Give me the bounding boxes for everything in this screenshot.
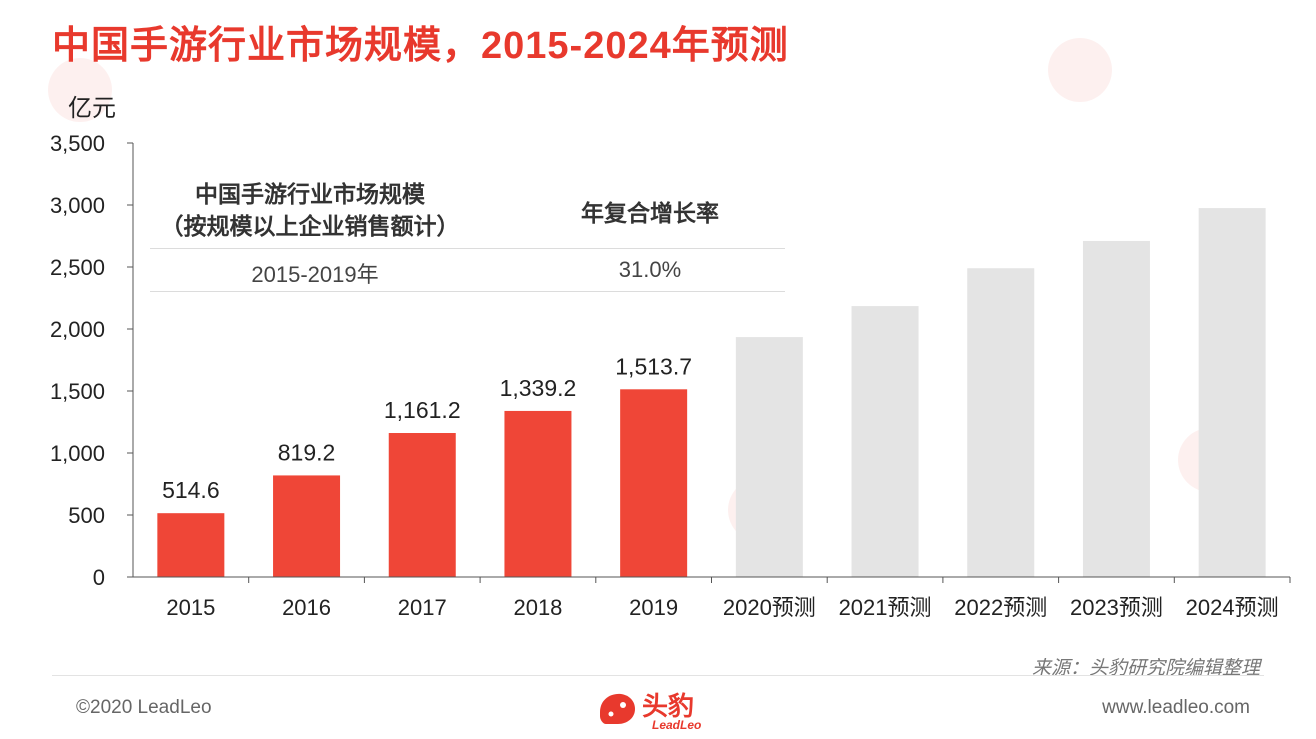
bar-2022预测	[967, 268, 1035, 577]
bar-2017	[388, 433, 456, 577]
cagr-divider	[150, 291, 785, 292]
x-tick-label: 2023预测	[1070, 595, 1163, 620]
y-tick-label: 500	[68, 503, 105, 528]
y-tick-label: 2,000	[50, 317, 105, 342]
x-tick-label: 2015	[166, 595, 215, 620]
bar-2016	[273, 475, 341, 577]
page-title: 中国手游行业市场规模，2015-2024年预测	[52, 25, 789, 67]
cagr-period: 2015-2019年	[251, 262, 379, 287]
y-tick-label: 3,500	[50, 131, 105, 156]
bar-2019	[620, 389, 688, 577]
bars: 514.6 819.2 1,161.2 1,339.2 1,513.7	[157, 208, 1266, 577]
x-tick-label: 2016	[282, 595, 331, 620]
cagr-header-rate: 年复合增长率	[581, 200, 719, 226]
footer-divider	[52, 675, 1264, 676]
data-label: 514.6	[162, 477, 220, 503]
bar-2023预测	[1082, 240, 1150, 577]
logo-text-cn: 头豹	[642, 691, 695, 721]
data-label: 1,513.7	[615, 353, 692, 379]
leadleo-logo: 头豹 LeadLeo	[596, 686, 726, 736]
x-tick-label: 2018	[513, 595, 562, 620]
bar-2024预测	[1198, 208, 1266, 577]
y-tick-label: 2,500	[50, 255, 105, 280]
x-tick-label: 2021预测	[839, 595, 932, 620]
bar-2018	[504, 410, 572, 577]
copyright: ©2020 LeadLeo	[76, 697, 212, 718]
y-axis: 0 500 1,000 1,500 2,000 2,500 3,000 3,500	[50, 131, 134, 590]
data-label: 1,339.2	[500, 375, 577, 401]
x-tick-label: 2019	[629, 595, 678, 620]
cagr-rate: 31.0%	[618, 257, 682, 282]
data-label: 819.2	[278, 439, 336, 465]
bar-2021预测	[851, 306, 919, 577]
website-link[interactable]: www.leadleo.com	[1102, 697, 1250, 718]
bar-2020预测	[735, 337, 803, 577]
cagr-header-market: 中国手游行业市场规模 （按规模以上企业销售额计）	[160, 181, 460, 239]
data-label: 1,161.2	[384, 397, 461, 423]
x-tick-label: 2022预测	[954, 595, 1047, 620]
x-axis: 2015 2016 2017 2018 2019 2020预测 2021预测 2022预测 20…	[133, 576, 1291, 620]
logo-text-en: LeadLeo	[652, 718, 702, 732]
x-tick-label: 2020预测	[723, 595, 816, 620]
x-tick-label: 2017	[398, 595, 447, 620]
bar-2015	[157, 513, 225, 577]
leopard-icon	[600, 693, 635, 724]
y-axis-unit: 亿元	[68, 95, 116, 122]
source-note: 来源：头豹研究院编辑整理	[1031, 658, 1260, 679]
y-tick-label: 1,000	[50, 441, 105, 466]
y-tick-label: 0	[93, 565, 105, 590]
y-tick-label: 3,000	[50, 193, 105, 218]
y-tick-label: 1,500	[50, 379, 105, 404]
x-tick-label: 2024预测	[1186, 595, 1279, 620]
cagr-divider	[150, 248, 785, 249]
